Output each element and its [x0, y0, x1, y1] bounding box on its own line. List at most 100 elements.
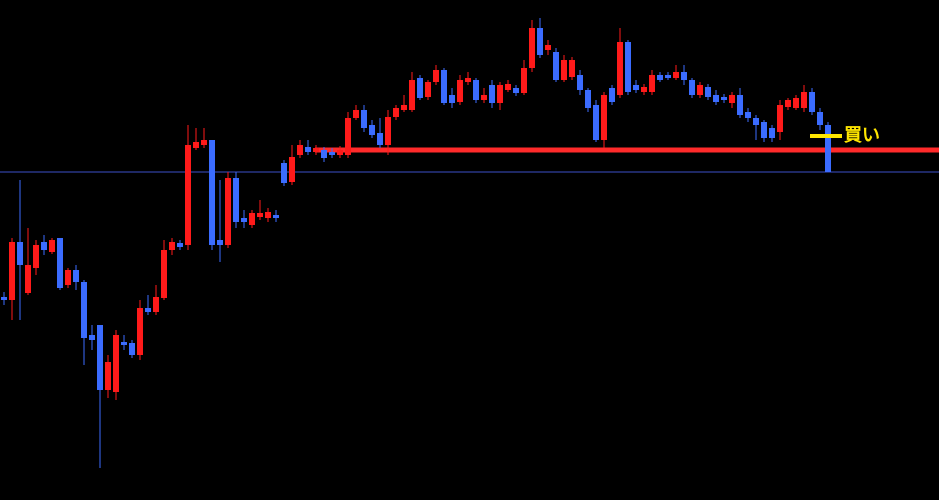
candle-body [697, 85, 703, 95]
candle-body [809, 92, 815, 112]
candle-body [329, 152, 335, 155]
candle-body [713, 95, 719, 102]
candle-body [1, 297, 7, 300]
candle-body [265, 212, 271, 218]
candle-body [25, 265, 31, 293]
candle-body [209, 140, 215, 245]
candle-body [345, 118, 351, 155]
candle-body [737, 95, 743, 115]
candle-body [601, 95, 607, 140]
candle-body [353, 110, 359, 118]
candle-body [793, 98, 799, 108]
candle-body [249, 213, 255, 225]
candle-body [433, 70, 439, 82]
candle-body [497, 85, 503, 103]
candle-body [169, 242, 175, 250]
candle-body [257, 213, 263, 217]
candle-body [529, 28, 535, 68]
candle-body [401, 105, 407, 110]
candle-body [17, 242, 23, 265]
candle-body [449, 95, 455, 103]
candle-body [321, 150, 327, 158]
candle-body [137, 308, 143, 355]
candle-body [825, 125, 831, 172]
candle-body [761, 122, 767, 138]
annotation-text: 買い [844, 125, 880, 146]
candle-body [665, 75, 671, 78]
candle-body [241, 218, 247, 222]
candle-body [585, 90, 591, 108]
candle-body [129, 343, 135, 355]
candle-body [745, 112, 751, 118]
candle-body [689, 80, 695, 95]
candle-body [57, 238, 63, 288]
candle-body [113, 335, 119, 392]
candle-body [409, 80, 415, 110]
candle-body [153, 297, 159, 312]
candle-body [553, 52, 559, 80]
candle-body [417, 78, 423, 98]
candle-body [641, 87, 647, 92]
candle-body [9, 242, 15, 300]
candle-body [625, 42, 631, 92]
candle-body [281, 163, 287, 183]
candle-body [41, 242, 47, 250]
candle-body [537, 28, 543, 55]
candle-body [337, 150, 343, 155]
candle-body [801, 92, 807, 108]
candle-body [313, 148, 319, 152]
candle-body [481, 95, 487, 100]
candle-body [361, 110, 367, 128]
candle-body [393, 108, 399, 117]
candle-body [121, 342, 127, 345]
candle-body [305, 147, 311, 152]
candle-body [105, 362, 111, 390]
candle-body [297, 145, 303, 155]
candle-body [705, 87, 711, 97]
candle-body [569, 60, 575, 77]
candle-body [561, 60, 567, 80]
candle-body [377, 133, 383, 145]
candle-body [217, 240, 223, 245]
candle-body [729, 95, 735, 103]
candle-body [97, 325, 103, 390]
candle-body [49, 240, 55, 252]
candle-body [73, 270, 79, 282]
candle-body [657, 75, 663, 80]
candle-body [457, 80, 463, 102]
candle-body [609, 88, 615, 102]
candle-body [233, 178, 239, 222]
candle-body [681, 72, 687, 80]
candle-body [425, 82, 431, 97]
candle-body [817, 112, 823, 125]
candle-body [273, 215, 279, 218]
candle-body [65, 270, 71, 285]
candle-body [785, 100, 791, 107]
candle-body [473, 80, 479, 100]
candle-body [441, 70, 447, 103]
candle-body [201, 140, 207, 145]
candle-body [649, 75, 655, 92]
candle-body [81, 282, 87, 338]
candle-body [193, 142, 199, 148]
candle-body [577, 75, 583, 90]
candle-body [185, 145, 191, 245]
candle-body [177, 243, 183, 247]
candle-body [753, 118, 759, 125]
candle-body [769, 128, 775, 138]
candle-body [633, 85, 639, 90]
candle-body [489, 85, 495, 103]
candle-body [161, 250, 167, 298]
candle-body [521, 68, 527, 93]
candle-body [465, 78, 471, 82]
candle-body [617, 42, 623, 95]
candle-body [369, 125, 375, 135]
candle-body [721, 97, 727, 100]
candle-body [33, 245, 39, 268]
candle-body [289, 157, 295, 182]
candle-body [777, 105, 783, 132]
candle-body [505, 84, 511, 90]
candle-body [385, 117, 391, 145]
